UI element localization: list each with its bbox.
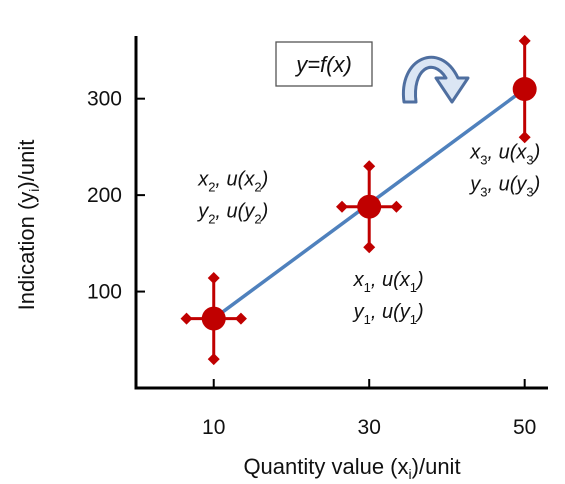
- marker: [201, 306, 226, 331]
- annotation-line: y3, u(y3): [468, 173, 540, 199]
- x-tick-label-50: 50: [513, 416, 536, 439]
- data-points: [180, 34, 537, 366]
- y-tick-label-200: 200: [87, 184, 122, 207]
- data-point-1: [180, 272, 247, 366]
- error-bar-cap: [180, 312, 193, 325]
- annotation-line: x1, u(x1): [353, 269, 424, 295]
- annotation-line: y1, u(y1): [352, 301, 424, 327]
- axes: [134, 36, 548, 390]
- ticks: 10 30 50 100 200 300: [87, 88, 536, 439]
- error-bar-cap: [336, 200, 348, 213]
- x-tick-label-10: 10: [202, 416, 225, 439]
- function-label: y=f(x): [294, 52, 352, 77]
- error-bar-cap: [363, 241, 376, 254]
- annotation-line: y2, u(y2): [196, 200, 268, 226]
- error-bar-cap: [518, 131, 531, 144]
- error-bar-cap: [234, 312, 247, 325]
- marker: [357, 194, 382, 219]
- annotation-2: x1, u(x1) y1, u(y1): [352, 269, 424, 327]
- annotation-line: x2, u(x2): [197, 168, 268, 194]
- error-bar-cap: [207, 272, 220, 285]
- y-tick-label-300: 300: [87, 88, 122, 111]
- x-axis-label: Quantity value (xi)/unit: [243, 454, 460, 482]
- curved-arrow-icon: [401, 55, 470, 104]
- function-label-box: y=f(x): [275, 41, 373, 87]
- error-bar-cap: [363, 160, 376, 173]
- y-tick-label-100: 100: [87, 281, 122, 304]
- marker: [512, 77, 537, 102]
- data-point-3: [512, 34, 537, 144]
- annotation-line: x3, u(x3): [469, 141, 540, 167]
- annotation-1: x2, u(x2) y2, u(y2): [196, 168, 268, 226]
- error-bar-cap: [390, 200, 403, 213]
- x-tick-label-30: 30: [358, 416, 381, 439]
- point-annotations: x2, u(x2) y2, u(y2) x1, u(x1) y1, u(y1) x3, …: [196, 141, 540, 326]
- y-axis-label: Indication (yi)/unit: [14, 140, 42, 311]
- error-bar-cap: [207, 353, 220, 366]
- data-point-2: [336, 160, 403, 254]
- error-bar-cap: [518, 34, 531, 47]
- annotation-3: x3, u(x3) y3, u(y3): [468, 141, 540, 199]
